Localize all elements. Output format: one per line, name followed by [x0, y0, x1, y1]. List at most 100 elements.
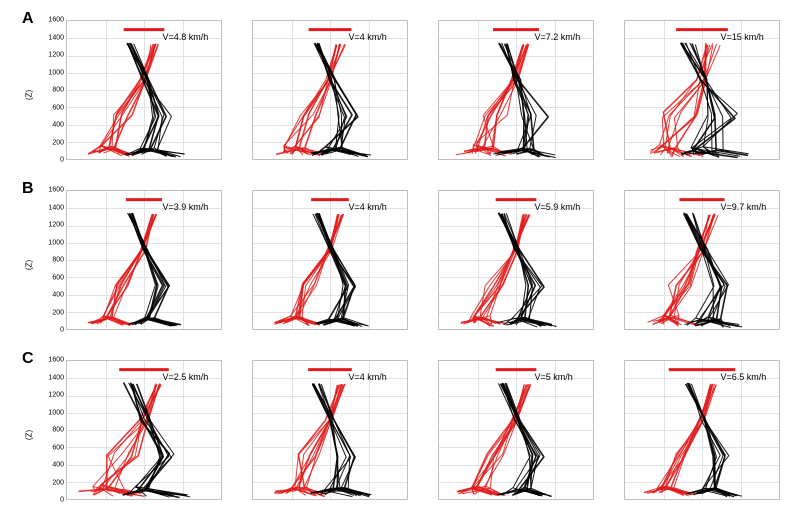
ytick: 600 [42, 104, 64, 111]
panel-B-3: V=9.7 km/h [598, 186, 780, 344]
trace-red [465, 215, 523, 324]
trace-red [651, 384, 713, 496]
panel-C-1: V=4 km/h [226, 356, 408, 514]
trace-red [94, 44, 155, 154]
panel-C-2: V=5 km/h [412, 356, 594, 514]
plot-area: V=4 km/h [252, 360, 408, 500]
plot-area: V=7.2 km/h [438, 20, 594, 160]
ytick: 200 [42, 139, 64, 146]
plot-area: V=15 km/h [624, 20, 780, 160]
ytick: 1000 [42, 409, 64, 416]
ytick: 200 [42, 479, 64, 486]
trace-red [276, 44, 340, 156]
row-B: 02004006008001000120014001600(Z)V=3.9 km… [40, 186, 780, 344]
trace-black [133, 384, 188, 496]
ytick: 600 [42, 444, 64, 451]
ytick: 1000 [42, 239, 64, 246]
ytick: 1000 [42, 69, 64, 76]
plot-area: V=5.9 km/h [438, 190, 594, 330]
trace-red [91, 214, 153, 324]
trace-red [664, 215, 709, 324]
ytick: 1200 [42, 52, 64, 59]
trace-red [277, 214, 338, 324]
y-axis-label: (Z) [25, 430, 34, 440]
gait-traces [253, 191, 407, 329]
trace-red [653, 385, 710, 496]
trace-red [275, 214, 339, 324]
plot-area: V=3.9 km/h [66, 190, 222, 330]
ytick: 800 [42, 87, 64, 94]
panel-A-3: V=15 km/h [598, 16, 780, 174]
trace-red [463, 214, 524, 325]
trace-red [658, 215, 710, 325]
trace-red [656, 384, 713, 493]
y-axis-label: (Z) [25, 260, 34, 270]
trace-red [644, 384, 715, 495]
ytick: 800 [42, 257, 64, 264]
row-A: 02004006008001000120014001600(Z)V=4.8 km… [40, 16, 780, 174]
trace-red [274, 214, 343, 326]
panel-B-2: V=5.9 km/h [412, 186, 594, 344]
gait-traces [67, 191, 221, 329]
gait-traces [67, 361, 221, 499]
trace-red [90, 214, 152, 323]
plot-area: V=6.5 km/h [624, 360, 780, 500]
trace-red [275, 384, 340, 493]
trace-red [461, 214, 526, 324]
panel-B-1: V=4 km/h [226, 186, 408, 344]
trace-red [101, 215, 154, 324]
gait-traces [253, 361, 407, 499]
plot-area: V=4 km/h [252, 190, 408, 330]
gait-traces [625, 21, 779, 159]
trace-red [644, 384, 713, 495]
trace-red [652, 384, 711, 494]
plot-area: V=9.7 km/h [624, 190, 780, 330]
ytick: 0 [42, 497, 64, 504]
panel-A-0: 02004006008001000120014001600(Z)V=4.8 km… [40, 16, 222, 174]
trace-black [132, 384, 180, 497]
ytick: 800 [42, 427, 64, 434]
gait-traces [439, 361, 593, 499]
trace-red [461, 214, 524, 323]
gait-traces [625, 191, 779, 329]
row-label-C: C [22, 350, 34, 368]
trace-red [283, 45, 336, 154]
ytick: 400 [42, 462, 64, 469]
plot-area: V=4 km/h [252, 20, 408, 160]
y-axis-label: (Z) [25, 90, 34, 100]
ytick: 600 [42, 274, 64, 281]
ytick: 400 [42, 122, 64, 129]
trace-red [468, 214, 527, 323]
ytick: 1600 [42, 357, 64, 364]
ytick: 400 [42, 292, 64, 299]
panel-A-2: V=7.2 km/h [412, 16, 594, 174]
plot-area: V=2.5 km/h [66, 360, 222, 500]
gait-traces [439, 21, 593, 159]
trace-red [99, 383, 160, 494]
trace-red [97, 214, 154, 326]
ytick: 0 [42, 157, 64, 164]
trace-red [461, 385, 524, 494]
trace-red [92, 44, 155, 154]
gait-traces [253, 21, 407, 159]
gait-traces [67, 21, 221, 159]
trace-red [662, 215, 710, 325]
ytick: 0 [42, 327, 64, 334]
ytick: 1600 [42, 17, 64, 24]
trace-red [79, 384, 157, 496]
ytick: 1400 [42, 374, 64, 381]
ytick: 1600 [42, 187, 64, 194]
trace-red [88, 214, 157, 324]
plot-area: V=4.8 km/h [66, 20, 222, 160]
gait-traces [625, 361, 779, 499]
trace-black [496, 44, 556, 156]
ytick: 1200 [42, 392, 64, 399]
plot-area: V=5 km/h [438, 360, 594, 500]
ytick: 1400 [42, 204, 64, 211]
gait-figure: A 0 200 400 600 800 1000 1200 1400 1600 (Z) V=4.8 k… [0, 0, 800, 523]
row-label-A: A [22, 10, 34, 28]
row-label-B: B [22, 180, 34, 198]
ytick: 1200 [42, 222, 64, 229]
ytick: 200 [42, 309, 64, 316]
ytick: 1400 [42, 34, 64, 41]
